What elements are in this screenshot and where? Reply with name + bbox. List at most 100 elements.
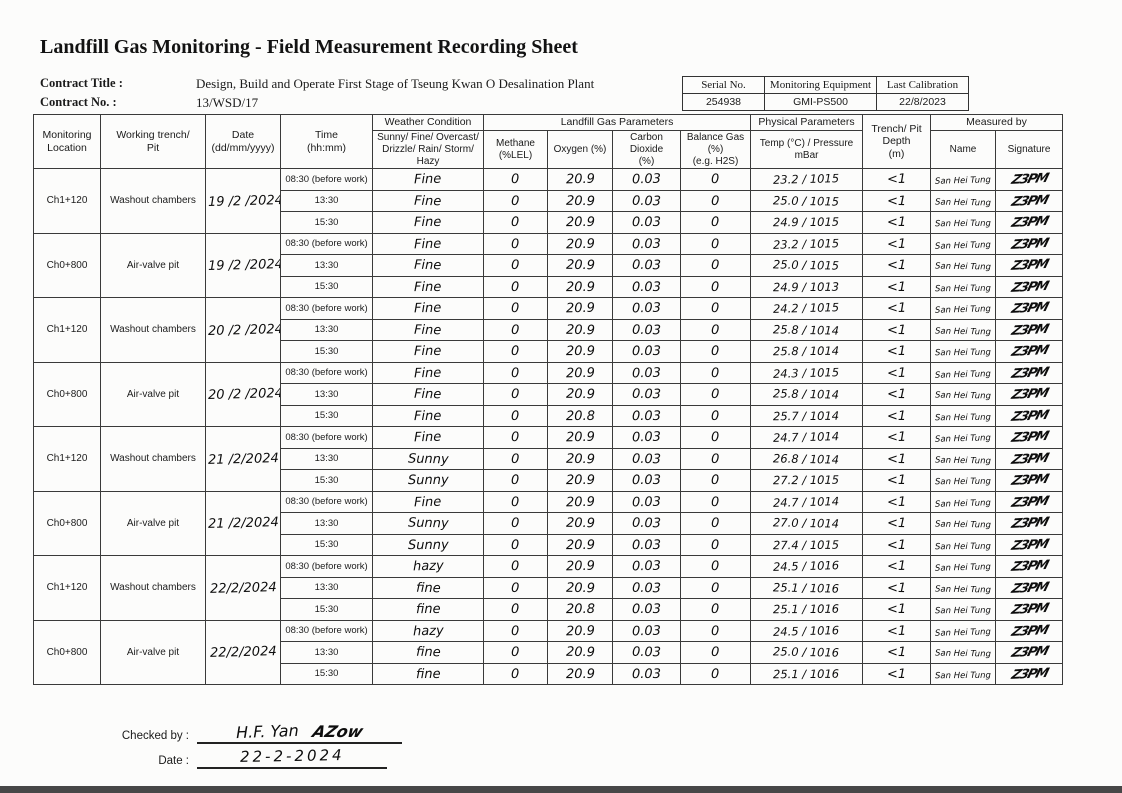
temp-pressure-cell-text: 24.5 / 1016: [773, 622, 840, 639]
temp-pressure-cell: 25.7 / 1014: [750, 404, 864, 427]
depth-cell: <1: [862, 275, 932, 298]
oxygen-cell-text: 20.9: [565, 537, 595, 553]
time-cell: 08:30 (before work): [280, 555, 373, 578]
temp-pressure-cell: 26.8 / 1014: [750, 447, 864, 470]
measurement-row: Ch0+800 Air-valve pit 20 /2 /2024 08:30 (be…: [33, 361, 1064, 427]
weather-cell-text: Fine: [414, 193, 442, 209]
methane-cell-text: 0: [511, 602, 520, 618]
co2-cell-text: 0.03: [631, 580, 662, 597]
signature-cell: Z3PM: [995, 189, 1064, 212]
balance-cell-text: 0: [711, 408, 720, 424]
balance-cell: 0: [679, 383, 752, 406]
depth-cell: <1: [862, 297, 932, 320]
oxygen-cell-text: 20.9: [565, 322, 595, 339]
oxygen-cell-text: 20.9: [565, 365, 595, 382]
co2-cell-text: 0.03: [631, 279, 662, 295]
depth-cell-text: <1: [886, 666, 907, 682]
signature-cell-text: Z3PM: [1009, 278, 1049, 296]
name-cell-text: San Hei Tung: [934, 433, 992, 445]
time-cell: 08:30 (before work): [280, 490, 373, 513]
temp-pressure-cell-text: 23.2 / 1015: [773, 171, 840, 188]
methane-cell: 0: [483, 275, 548, 298]
depth-cell: <1: [862, 447, 932, 470]
temp-pressure-cell: 24.5 / 1016: [750, 619, 864, 642]
temp-pressure-cell: 27.2 / 1015: [750, 469, 864, 492]
measurement-row: Ch1+120 Washout chambers 22/2/2024 08:30 (b…: [33, 555, 1064, 621]
depth-cell-text: <1: [886, 172, 907, 188]
equip-header-serial: Serial No.: [682, 76, 765, 94]
co2-cell: 0.03: [612, 232, 681, 255]
col-header-signature: Signature: [995, 130, 1064, 169]
balance-cell-text: 0: [711, 215, 720, 231]
temp-pressure-cell-text: 24.5 / 1016: [773, 558, 840, 575]
temp-pressure-cell-text: 25.8 / 1014: [773, 322, 840, 338]
depth-cell: <1: [862, 490, 932, 513]
signature-cell: Z3PM: [995, 662, 1064, 685]
methane-cell: 0: [483, 404, 548, 427]
col-header-co2: Carbon Dioxide (%): [612, 130, 681, 169]
methane-cell: 0: [483, 641, 548, 664]
balance-cell: 0: [679, 297, 752, 320]
depth-cell: <1: [862, 469, 932, 492]
temp-pressure-cell-text: 24.9 / 1015: [773, 214, 840, 230]
temp-pressure-cell: 25.0 / 1015: [750, 254, 864, 277]
oxygen-cell-text: 20.9: [565, 644, 595, 661]
oxygen-cell: 20.9: [547, 490, 613, 513]
name-cell-text: San Hei Tung: [935, 412, 991, 423]
depth-cell-text: <1: [886, 236, 907, 252]
temp-pressure-cell-text: 25.0 / 1015: [773, 257, 840, 273]
depth-cell-text: <1: [886, 451, 907, 467]
oxygen-cell: 20.9: [547, 318, 613, 341]
balance-cell-text: 0: [711, 236, 720, 252]
weather-cell-text: Fine: [414, 236, 442, 253]
balance-cell: 0: [679, 361, 752, 384]
methane-cell: 0: [483, 340, 548, 363]
location-cell: Ch1+120: [33, 426, 101, 492]
signature-cell-text: Z3PM: [1009, 579, 1049, 597]
co2-cell: 0.03: [612, 189, 681, 212]
balance-cell: 0: [679, 662, 752, 685]
weather-cell-text: Sunny: [407, 515, 449, 532]
location-cell: Ch1+120: [33, 168, 101, 234]
measurement-row: Ch1+120 Washout chambers 21 /2/2024 08:30 (…: [33, 426, 1064, 492]
measurement-row: Ch0+800 Air-valve pit 19 /2 /2024 08:30 (be…: [33, 232, 1064, 298]
oxygen-cell: 20.9: [547, 340, 613, 363]
signature-cell-text: Z3PM: [1009, 622, 1049, 640]
weather-cell: hazy: [372, 619, 484, 642]
temp-pressure-cell: 25.1 / 1016: [750, 662, 864, 685]
weather-cell-text: Sunny: [407, 537, 449, 553]
time-cell: 15:30: [280, 598, 373, 621]
depth-cell-text: <1: [886, 408, 907, 424]
balance-cell-text: 0: [711, 494, 720, 510]
oxygen-cell: 20.8: [547, 404, 613, 427]
depth-cell-text: <1: [886, 623, 907, 639]
methane-cell: 0: [483, 469, 548, 492]
balance-cell-text: 0: [711, 537, 720, 553]
depth-cell-text: <1: [886, 344, 907, 360]
methane-cell-text: 0: [511, 430, 520, 446]
measurement-row: 13:30 fine 0 20.9 0.03 0 25.0 / 1016 <1 San Hei …: [34, 641, 1064, 664]
methane-cell-text: 0: [511, 473, 520, 489]
time-cell: 15:30: [280, 211, 373, 234]
name-cell: San Hei Tung: [930, 512, 997, 535]
temp-pressure-cell-text: 25.1 / 1016: [773, 601, 840, 617]
time-cell: 08:30 (before work): [280, 297, 373, 320]
location-cell: Ch0+800: [33, 619, 101, 685]
weather-cell-text: fine: [415, 580, 441, 596]
weather-cell-text: Fine: [414, 258, 442, 274]
co2-cell: 0.03: [612, 275, 681, 298]
temp-pressure-cell: 27.0 / 1014: [750, 512, 864, 535]
co2-cell: 0.03: [612, 383, 681, 406]
balance-cell-text: 0: [711, 473, 720, 489]
temp-pressure-cell-text: 27.4 / 1015: [773, 537, 840, 553]
depth-cell: <1: [862, 555, 932, 578]
equip-value-serial: 254938: [682, 93, 765, 111]
equip-header-calibration: Last Calibration: [876, 76, 969, 94]
name-cell-text: San Hei Tung: [934, 562, 992, 574]
name-cell-text: San Hei Tung: [935, 348, 991, 359]
weather-cell-text: Fine: [414, 279, 442, 295]
oxygen-cell-text: 20.9: [565, 451, 595, 468]
depth-cell-text: <1: [886, 516, 907, 532]
date-cell: 19 /2 /2024: [205, 232, 281, 298]
methane-cell-text: 0: [511, 494, 520, 510]
